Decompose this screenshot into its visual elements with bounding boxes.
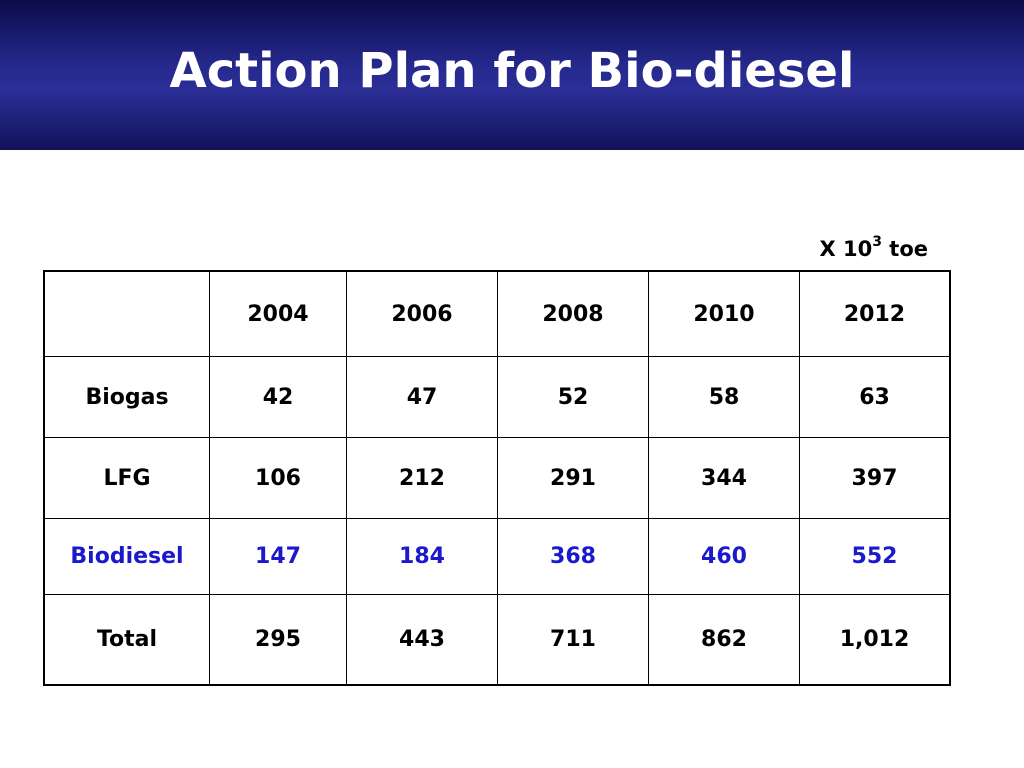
- table-cell: 711: [497, 594, 649, 686]
- slide-title: Action Plan for Bio-diesel: [169, 43, 855, 99]
- table-cell: 344: [648, 437, 800, 519]
- table-cell: 443: [346, 594, 498, 686]
- header-cell-year: 2012: [799, 270, 951, 357]
- data-table: 2004 2006 2008 2010 2012 Biogas 42 47 52…: [43, 270, 951, 686]
- unit-label: X 103 toe: [819, 229, 928, 264]
- unit-suffix: toe: [889, 237, 928, 261]
- table-cell: 862: [648, 594, 800, 686]
- table-cell: 368: [497, 518, 649, 595]
- table-cell: 460: [648, 518, 800, 595]
- header-cell-year: 2004: [209, 270, 347, 357]
- table-cell: 1,012: [799, 594, 951, 686]
- table-cell: 63: [799, 356, 951, 438]
- table-row: LFG 106 212 291 344 397: [43, 437, 951, 519]
- table-row-highlighted: Biodiesel 147 184 368 460 552: [43, 518, 951, 595]
- table-cell: 552: [799, 518, 951, 595]
- table-cell: 47: [346, 356, 498, 438]
- table-cell: 52: [497, 356, 649, 438]
- header-cell-empty: [43, 270, 210, 357]
- header-cell-year: 2006: [346, 270, 498, 357]
- unit-exponent: 3: [872, 234, 882, 250]
- table-cell: 42: [209, 356, 347, 438]
- table-cell: 212: [346, 437, 498, 519]
- unit-prefix: X 10: [819, 237, 873, 261]
- table-cell: 58: [648, 356, 800, 438]
- row-label: Total: [43, 594, 210, 686]
- title-bar: Action Plan for Bio-diesel: [0, 0, 1024, 150]
- table-row-total: Total 295 443 711 862 1,012: [43, 594, 951, 686]
- table-cell: 291: [497, 437, 649, 519]
- row-label: Biogas: [43, 356, 210, 438]
- table-cell: 397: [799, 437, 951, 519]
- table-cell: 147: [209, 518, 347, 595]
- header-cell-year: 2008: [497, 270, 649, 357]
- table-cell: 106: [209, 437, 347, 519]
- table-cell: 295: [209, 594, 347, 686]
- row-label: LFG: [43, 437, 210, 519]
- table-row: Biogas 42 47 52 58 63: [43, 356, 951, 438]
- row-label: Biodiesel: [43, 518, 210, 595]
- table-cell: 184: [346, 518, 498, 595]
- table-header-row: 2004 2006 2008 2010 2012: [43, 270, 951, 357]
- header-cell-year: 2010: [648, 270, 800, 357]
